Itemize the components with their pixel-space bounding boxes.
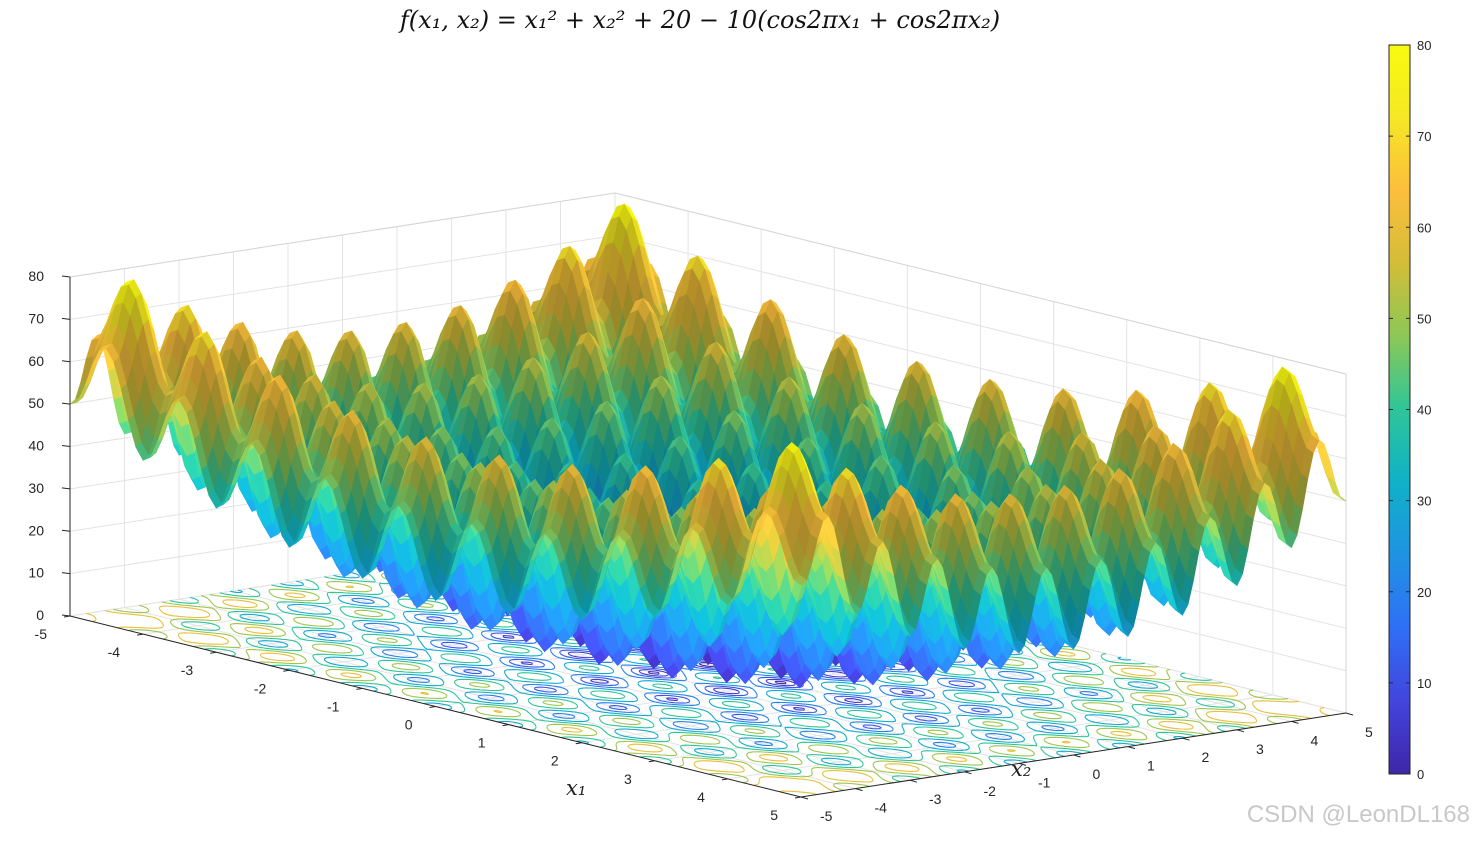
box-top-edge bbox=[69, 192, 1347, 713]
grid-line-y-floor bbox=[178, 598, 911, 781]
grid-line-y-floor bbox=[287, 581, 1020, 764]
grid-line-y-floor bbox=[124, 607, 856, 790]
surface-plot bbox=[69, 203, 1347, 689]
chart-title: f(x₁, x₂) = x₁² + x₂² + 20 − 10(cos2πx₁ … bbox=[399, 6, 1001, 34]
